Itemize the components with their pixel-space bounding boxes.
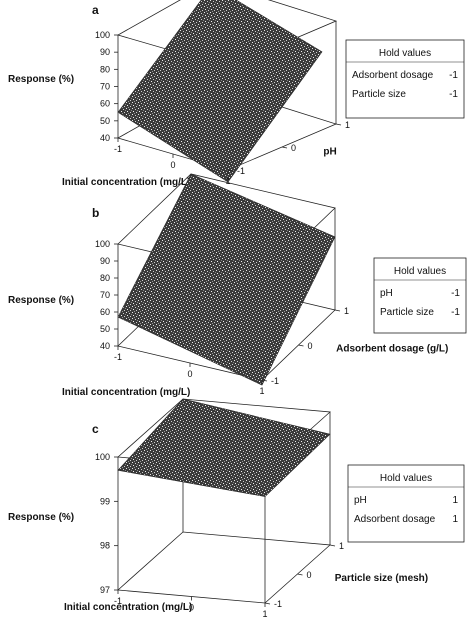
- response-surface: [117, 398, 331, 497]
- y-tick-mark: [227, 169, 234, 172]
- panel-letter: c: [92, 422, 99, 436]
- y-tick-mark: [334, 309, 341, 312]
- z-tick-label: 97: [100, 585, 110, 595]
- legend-row-value: -1: [451, 307, 460, 318]
- y-tick-label: -1: [237, 166, 245, 176]
- z-tick-label: 98: [100, 541, 110, 551]
- y-tick-mark: [297, 573, 303, 576]
- z-tick-label: 90: [100, 47, 110, 57]
- x-tick-label: 1: [262, 609, 267, 619]
- z-tick-label: 70: [100, 82, 110, 92]
- y-tick-mark: [335, 123, 342, 126]
- panel-letter: b: [92, 206, 99, 220]
- y-tick-mark: [264, 602, 271, 605]
- legend-title: Hold values: [379, 48, 431, 59]
- x-tick-label: -1: [114, 144, 122, 154]
- x-tick-label: 0: [189, 603, 194, 613]
- hold-values-legend: Hold values Adsorbent dosage -1 Particle si…: [345, 39, 465, 119]
- z-tick-label: 40: [100, 341, 110, 351]
- y-axis-label: Particle size (mesh): [335, 573, 428, 584]
- z-tick-label: 80: [100, 64, 110, 74]
- x-tick-label: 0: [170, 160, 175, 170]
- z-tick-label: 60: [100, 99, 110, 109]
- legend-row-value: 1: [452, 514, 458, 525]
- legend-row-name: Adsorbent dosage: [352, 70, 434, 81]
- legend-row-name: Adsorbent dosage: [354, 514, 436, 525]
- legend-row-value: -1: [449, 89, 458, 100]
- panel-c: c 97 98 99 100 -1 0 1 -1 0 1 Response (%) Initial co…: [8, 398, 465, 619]
- z-tick-label: 70: [100, 290, 110, 300]
- z-tick-label: 99: [100, 496, 110, 506]
- y-tick-mark: [329, 544, 336, 547]
- y-tick-label: 0: [308, 341, 313, 351]
- x-tick-label: 1: [225, 176, 230, 186]
- y-tick-label: 1: [339, 541, 344, 551]
- z-tick-label: 90: [100, 256, 110, 266]
- legend-row-value: -1: [451, 288, 460, 299]
- legend-row-value: 1: [452, 495, 458, 506]
- z-tick-label: 40: [100, 133, 110, 143]
- x-axis-label: Initial concentration (mg/L): [62, 387, 190, 398]
- response-surface: [117, 0, 323, 183]
- y-tick-label: 1: [345, 120, 350, 130]
- legend-title: Hold values: [394, 266, 446, 277]
- hold-values-legend: Hold values pH 1 Adsorbent dosage 1: [347, 464, 465, 543]
- y-tick-label: 1: [344, 306, 349, 316]
- legend-title: Hold values: [380, 473, 432, 484]
- x-tick-label: -1: [114, 596, 122, 606]
- y-tick-mark: [261, 379, 268, 382]
- z-tick-label: 100: [95, 452, 110, 462]
- z-tick-label: 100: [95, 239, 110, 249]
- z-tick-label: 60: [100, 307, 110, 317]
- x-axis-label: Initial concentration (mg/L): [62, 177, 190, 188]
- z-tick-label: 80: [100, 273, 110, 283]
- legend-row-name: pH: [354, 495, 367, 506]
- legend-row-name: pH: [380, 288, 393, 299]
- x-tick-label: 0: [187, 369, 192, 379]
- y-axis-label: Adsorbent dosage (g/L): [336, 344, 448, 355]
- z-tick-label: 50: [100, 324, 110, 334]
- panel-a: a 40 50 60 70 80 90 100 -1 0 1 -1 0 1 Response (%) Init…: [8, 0, 465, 188]
- x-tick-label: -1: [114, 352, 122, 362]
- z-axis-label: Response (%): [8, 295, 74, 306]
- legend-row-name: Particle size: [380, 307, 434, 318]
- y-tick-label: -1: [274, 599, 282, 609]
- response-surface: [117, 173, 336, 386]
- z-axis-label: Response (%): [8, 74, 74, 85]
- legend-row-value: -1: [449, 70, 458, 81]
- panel-letter: a: [92, 3, 99, 17]
- y-tick-mark: [281, 146, 288, 149]
- x-axis-label: Initial concentration (mg/L): [64, 602, 192, 613]
- x-tick-label: 1: [259, 386, 264, 396]
- z-tick-label: 50: [100, 116, 110, 126]
- legend-row-name: Particle size: [352, 89, 406, 100]
- panel-b: b 40 50 60 70 80 90 100 -1 0 1 -1 0 1 Response (%) Init…: [8, 173, 467, 398]
- z-tick-label: 100: [95, 30, 110, 40]
- y-tick-label: 0: [291, 143, 296, 153]
- y-tick-label: -1: [271, 376, 279, 386]
- y-tick-mark: [298, 344, 304, 347]
- z-axis-label: Response (%): [8, 512, 74, 523]
- y-tick-label: 0: [307, 570, 312, 580]
- y-axis-label: pH: [323, 147, 336, 158]
